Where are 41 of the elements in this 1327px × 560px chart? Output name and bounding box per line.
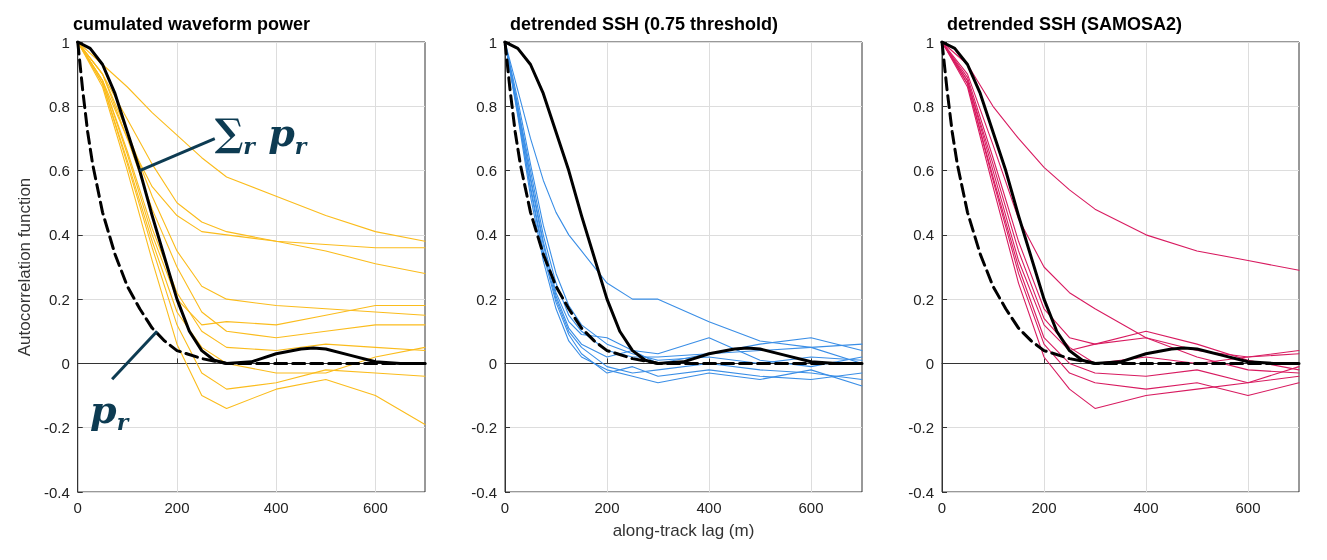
y-tick-label: 0.2 xyxy=(913,290,934,308)
x-tick-label: 0 xyxy=(73,499,82,516)
y-tick-label: 0.6 xyxy=(48,162,70,180)
chart-title: cumulated waveform power xyxy=(73,14,311,34)
y-tick-label: 0.2 xyxy=(476,290,497,308)
y-tick-label: 0.8 xyxy=(476,97,497,115)
y-tick-label: 0 xyxy=(488,354,497,372)
x-tick-label: 400 xyxy=(263,499,289,516)
y-tick-label: 1 xyxy=(488,33,497,51)
y-tick-label: -0.4 xyxy=(43,483,70,501)
x-axis-title: along-track lag (m) xyxy=(612,521,755,540)
y-tick-label: -0.4 xyxy=(471,483,497,501)
x-tick-label: 200 xyxy=(164,499,190,516)
x-tick-label: 600 xyxy=(798,499,824,516)
chart-title: detrended SSH (0.75 threshold) xyxy=(510,14,779,34)
y-axis-title: Autocorrelation function xyxy=(15,177,34,357)
y-tick-label: 0.4 xyxy=(48,226,70,244)
y-tick-label: -0.2 xyxy=(471,419,497,437)
x-tick-label: 400 xyxy=(1133,499,1159,516)
x-tick-label: 200 xyxy=(594,499,620,516)
y-tick-label: 0 xyxy=(925,354,934,372)
y-tick-label: 0.8 xyxy=(48,97,70,115)
x-tick-label: 600 xyxy=(362,499,388,516)
x-tick-label: 600 xyxy=(1235,499,1261,516)
y-tick-label: 1 xyxy=(61,33,70,51)
y-tick-label: 0.6 xyxy=(913,162,934,180)
x-tick-label: 0 xyxy=(937,499,947,516)
y-tick-label: -0.2 xyxy=(43,419,70,437)
y-tick-label: -0.4 xyxy=(908,483,934,501)
x-tick-label: 200 xyxy=(1031,499,1057,516)
y-tick-label: 0.4 xyxy=(913,226,934,244)
x-tick-label: 400 xyxy=(696,499,722,516)
x-tick-label: 0 xyxy=(500,499,510,516)
y-tick-label: -0.2 xyxy=(908,419,934,437)
y-tick-label: 1 xyxy=(925,33,934,51)
y-tick-label: 0.4 xyxy=(476,226,497,244)
y-tick-label: 0 xyxy=(61,354,70,372)
y-tick-label: 0.8 xyxy=(913,97,934,115)
y-tick-label: 0.6 xyxy=(476,162,497,180)
y-tick-label: 0.2 xyxy=(48,290,70,308)
chart-title: detrended SSH (SAMOSA2) xyxy=(947,14,1183,34)
